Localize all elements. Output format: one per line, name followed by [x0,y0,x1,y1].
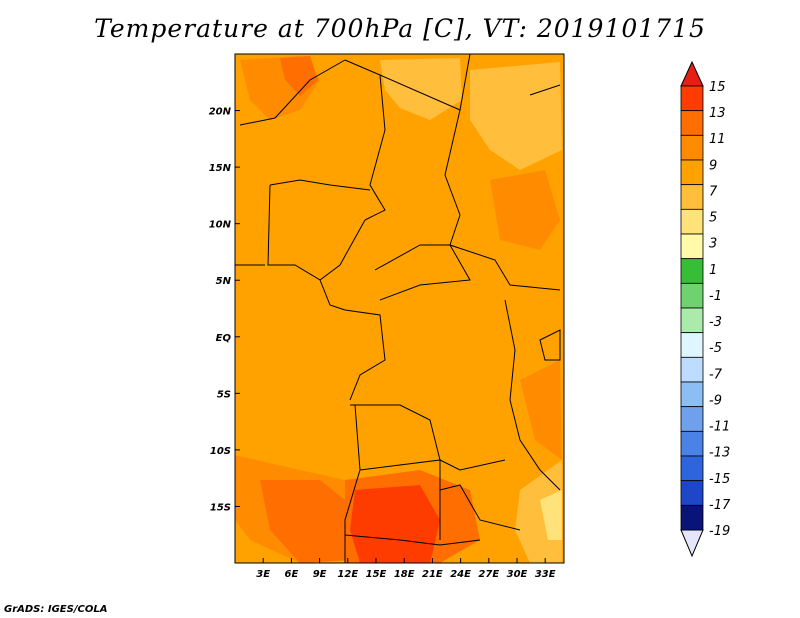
border-east-lakes [504,299,561,491]
colorbar-bottom-arrow [680,529,704,558]
colorbar-label: 9 [709,158,717,173]
colorbar-segment [680,233,704,260]
map-title: Temperature at 700hPa [C], VT: 201910171… [94,14,706,43]
colorbar-segment [680,134,704,161]
colorbar-top-arrow [680,60,704,87]
lat-tick-label: 10N [209,220,232,231]
colorbar-segment [680,307,704,334]
colorbar-segment [680,504,704,531]
colorbar-segment [680,282,704,309]
lon-tick-label: 24E [450,569,471,580]
colorbar-label: -13 [709,446,730,461]
lat-tick-label: 20N [209,107,232,118]
colorbar-label: 13 [709,106,726,121]
colorbar-label: -11 [709,420,730,435]
lon-tick-label: 33E [535,569,556,580]
colorbar-segment [680,85,704,112]
border-red-sea [529,84,561,96]
colorbar-label: -3 [709,315,722,330]
longitude-labels: 3E 6E 9E 12E 15E 18E 21E 24E 27E 30E 33E [256,569,555,580]
border-west-sahara [239,59,346,126]
shade-northwest-warm [280,56,318,96]
colorbar-label: 1 [709,263,717,278]
border-cameroon [319,219,366,281]
shade-northeast-cool [470,62,562,170]
lon-tick-label: 21E [422,569,443,580]
latitude-labels: 20N 15N 10N 5N EQ 5S 10S 15S [209,107,232,514]
lon-tick-label: 6E [285,569,299,580]
colorbar-segment [680,430,704,457]
map-frame [234,53,565,564]
colorbar-segments [680,85,704,531]
colorbar-segment [680,184,704,210]
colorbar-labels: 15 13 11 9 7 5 3 1 -1 -3 -5 -7 -9 -11 -13 -15 -17 -19 [709,80,731,539]
shade-southwest-hot [260,480,350,563]
lon-tick-label: 15E [366,569,387,580]
colorbar-label: 11 [709,132,726,147]
lon-tick-label: 27E [478,569,499,580]
colorbar-label: 15 [709,80,726,95]
border-rwanda [539,329,561,361]
colorbar-segment [680,159,704,186]
border-namibia [344,534,481,546]
colorbar-segment [680,332,704,358]
grads-credit: GrADS: IGES/COLA [4,604,108,615]
lon-tick-label: 30E [507,569,528,580]
colorbar-segment [680,406,704,432]
colorbar-label: 3 [709,237,717,252]
colorbar-label: -15 [709,472,730,487]
temperature-shading [235,56,562,563]
country-borders [235,53,561,563]
colorbar-segment [680,110,704,136]
axis-ticks [235,110,546,563]
lat-tick-label: 10S [210,446,231,457]
border-angola-west [344,404,361,563]
shade-east-warm [490,170,560,250]
border-drc-south [350,404,506,471]
border-niger-chad [344,59,386,221]
lat-tick-label: 15N [209,163,232,174]
shade-southeast-coolest [540,490,562,540]
colorbar-label: 5 [709,211,717,226]
colorbar-label: -1 [709,289,722,304]
colorbar-label: -9 [709,393,722,408]
colorbar-segment [680,480,704,506]
lat-tick-label: 5S [217,389,231,400]
lat-tick-label: EQ [216,333,232,344]
lat-tick-label: 5N [216,276,232,287]
lon-tick-label: 9E [313,569,327,580]
lon-tick-label: 12E [337,569,358,580]
lon-tick-label: 18E [394,569,415,580]
border-congo [344,309,386,401]
shade-north-cool [380,58,462,120]
colorbar-label: -19 [709,524,730,539]
shade-south-hottest [350,485,440,563]
colorbar-segment [680,356,704,383]
border-nigeria [267,184,346,311]
border-car [374,244,471,301]
colorbar-segment [680,258,704,284]
colorbar-label: 7 [709,184,718,199]
colorbar-label: -17 [709,498,731,513]
colorbar-label: -7 [709,367,723,382]
map-panel [234,53,565,564]
colorbar-segment [680,381,704,408]
lon-tick-label: 3E [256,569,270,580]
lat-tick-label: 15S [210,502,231,513]
border-zambia [359,459,521,531]
shade-southeast-warm [520,360,562,460]
colorbar: 15 13 11 9 7 5 3 1 -1 -3 -5 -7 -9 -11 -13 -15 -17 -19 [680,60,731,558]
border-nigeria-north [269,179,371,191]
colorbar-label: -5 [709,341,722,356]
colorbar-segment [680,208,704,235]
colorbar-segment [680,455,704,482]
